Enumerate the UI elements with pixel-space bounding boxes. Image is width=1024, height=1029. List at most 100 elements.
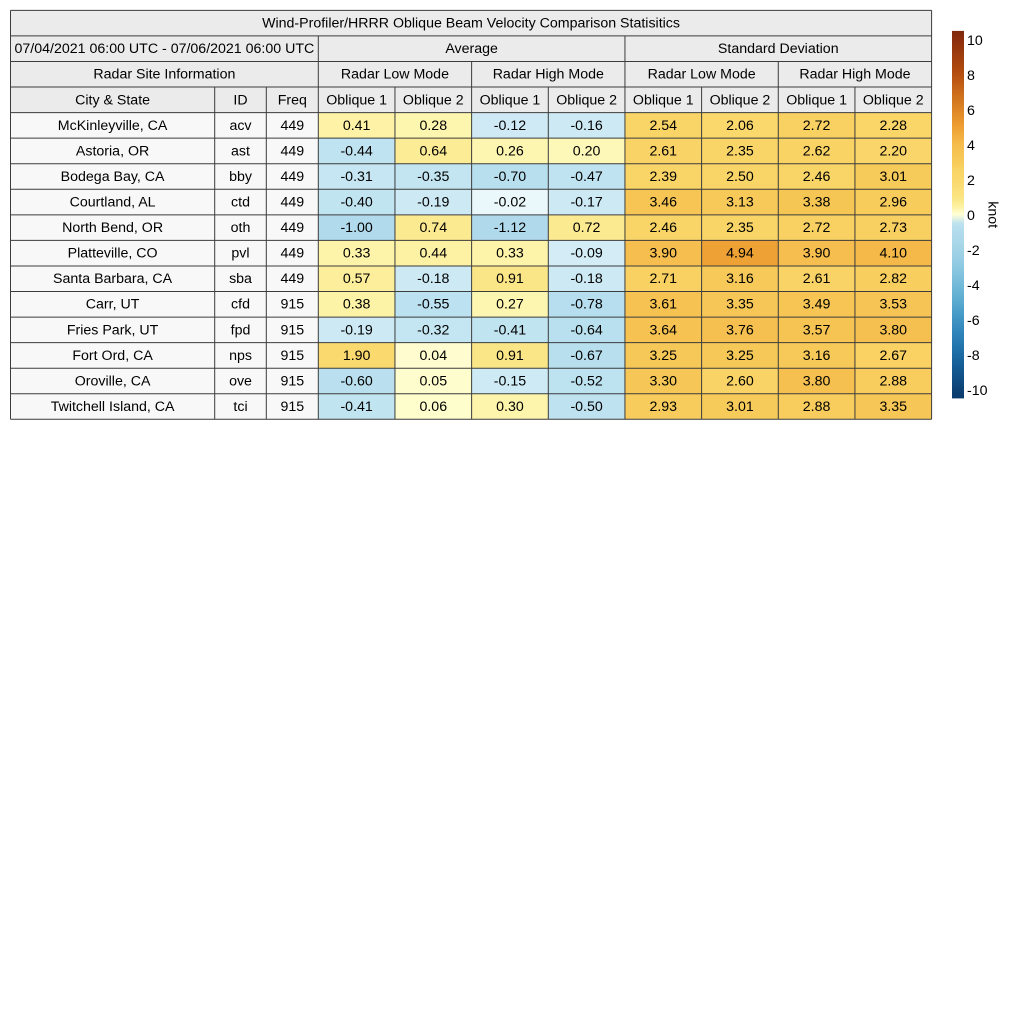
svg-text:3.80: 3.80: [879, 322, 907, 338]
svg-text:8: 8: [967, 68, 975, 84]
svg-text:3.01: 3.01: [726, 399, 754, 415]
svg-text:Wind-Profiler/HRRR Oblique Bea: Wind-Profiler/HRRR Oblique Beam Velocity…: [262, 16, 680, 32]
svg-text:3.46: 3.46: [649, 195, 677, 211]
svg-text:-0.41: -0.41: [494, 322, 526, 338]
svg-text:-0.40: -0.40: [340, 195, 372, 211]
svg-text:sba: sba: [229, 271, 252, 287]
svg-text:-0.67: -0.67: [570, 348, 602, 364]
svg-text:Radar Low Mode: Radar Low Mode: [341, 67, 449, 83]
svg-text:-0.12: -0.12: [494, 118, 526, 134]
svg-text:Santa Barbara, CA: Santa Barbara, CA: [53, 271, 173, 287]
svg-text:ctd: ctd: [231, 195, 250, 211]
svg-text:0.57: 0.57: [343, 271, 371, 287]
svg-text:3.64: 3.64: [649, 322, 677, 338]
svg-text:ID: ID: [233, 92, 247, 108]
svg-text:3.25: 3.25: [726, 348, 754, 364]
svg-text:2.54: 2.54: [649, 118, 677, 134]
svg-text:2.62: 2.62: [803, 143, 831, 159]
svg-text:3.57: 3.57: [803, 322, 831, 338]
svg-text:-0.17: -0.17: [570, 195, 602, 211]
svg-text:2.20: 2.20: [879, 143, 907, 159]
svg-text:0.91: 0.91: [496, 271, 524, 287]
svg-text:-2: -2: [967, 243, 980, 259]
svg-text:3.01: 3.01: [879, 169, 907, 185]
svg-text:915: 915: [280, 399, 304, 415]
svg-text:-0.70: -0.70: [494, 169, 526, 185]
svg-text:Oblique 2: Oblique 2: [863, 92, 924, 108]
svg-text:2.93: 2.93: [649, 399, 677, 415]
svg-text:-0.32: -0.32: [417, 322, 449, 338]
svg-text:-0.18: -0.18: [570, 271, 602, 287]
svg-text:449: 449: [280, 220, 304, 236]
svg-text:2.88: 2.88: [803, 399, 831, 415]
svg-text:2.50: 2.50: [726, 169, 754, 185]
svg-text:2.61: 2.61: [803, 271, 831, 287]
svg-text:Twitchell Island, CA: Twitchell Island, CA: [51, 399, 175, 415]
svg-text:3.16: 3.16: [726, 271, 754, 287]
svg-text:-4: -4: [967, 278, 980, 294]
svg-text:4.10: 4.10: [879, 246, 907, 262]
svg-text:3.90: 3.90: [803, 246, 831, 262]
svg-text:Oblique 2: Oblique 2: [556, 92, 617, 108]
svg-text:-0.60: -0.60: [340, 373, 372, 389]
svg-text:0.74: 0.74: [419, 220, 447, 236]
svg-text:Standard Deviation: Standard Deviation: [718, 41, 839, 57]
svg-text:bby: bby: [229, 169, 253, 185]
svg-text:4: 4: [967, 138, 975, 154]
svg-text:2.46: 2.46: [649, 220, 677, 236]
svg-text:Radar High Mode: Radar High Mode: [493, 67, 604, 83]
svg-text:0.06: 0.06: [419, 399, 447, 415]
svg-text:Bodega Bay, CA: Bodega Bay, CA: [61, 169, 165, 185]
svg-text:Oblique 1: Oblique 1: [633, 92, 694, 108]
svg-text:-0.18: -0.18: [417, 271, 449, 287]
svg-text:915: 915: [280, 322, 304, 338]
svg-text:Oblique 2: Oblique 2: [710, 92, 771, 108]
svg-text:3.25: 3.25: [649, 348, 677, 364]
svg-text:-10: -10: [967, 383, 988, 399]
svg-text:2.72: 2.72: [803, 118, 831, 134]
svg-text:Radar High Mode: Radar High Mode: [799, 67, 910, 83]
svg-text:-0.31: -0.31: [340, 169, 372, 185]
svg-text:Carr, UT: Carr, UT: [86, 297, 140, 313]
svg-text:pvl: pvl: [231, 246, 249, 262]
svg-text:0.33: 0.33: [496, 246, 524, 262]
svg-text:fpd: fpd: [231, 322, 251, 338]
svg-text:Platteville, CO: Platteville, CO: [68, 246, 158, 262]
svg-text:3.16: 3.16: [803, 348, 831, 364]
svg-text:2.46: 2.46: [803, 169, 831, 185]
svg-text:2.06: 2.06: [726, 118, 754, 134]
svg-text:2.71: 2.71: [649, 271, 677, 287]
svg-text:Radar Low Mode: Radar Low Mode: [648, 67, 756, 83]
svg-text:449: 449: [280, 195, 304, 211]
svg-text:-0.41: -0.41: [340, 399, 372, 415]
svg-text:4.94: 4.94: [726, 246, 754, 262]
svg-text:449: 449: [280, 169, 304, 185]
svg-text:0.20: 0.20: [573, 143, 601, 159]
svg-text:449: 449: [280, 246, 304, 262]
svg-text:North Bend, OR: North Bend, OR: [62, 220, 163, 236]
svg-text:Oblique 1: Oblique 1: [786, 92, 847, 108]
svg-text:Oroville, CA: Oroville, CA: [75, 373, 151, 389]
svg-text:-0.16: -0.16: [570, 118, 602, 134]
svg-text:0.64: 0.64: [419, 143, 447, 159]
svg-text:449: 449: [280, 143, 304, 159]
svg-text:-0.02: -0.02: [494, 195, 526, 211]
svg-text:nps: nps: [229, 348, 252, 364]
svg-text:-0.19: -0.19: [340, 322, 372, 338]
svg-text:0.41: 0.41: [343, 118, 371, 134]
svg-text:0.91: 0.91: [496, 348, 524, 364]
svg-text:3.90: 3.90: [649, 246, 677, 262]
svg-text:-0.78: -0.78: [570, 297, 602, 313]
svg-text:0.26: 0.26: [496, 143, 524, 159]
svg-text:2.61: 2.61: [649, 143, 677, 159]
svg-text:-1.12: -1.12: [494, 220, 526, 236]
svg-text:2.67: 2.67: [879, 348, 907, 364]
svg-text:-0.50: -0.50: [570, 399, 602, 415]
svg-text:-1.00: -1.00: [340, 220, 372, 236]
svg-text:-6: -6: [967, 313, 980, 329]
svg-text:Fries Park, UT: Fries Park, UT: [67, 322, 159, 338]
svg-text:cfd: cfd: [231, 297, 250, 313]
svg-text:915: 915: [280, 297, 304, 313]
svg-text:0.05: 0.05: [419, 373, 447, 389]
svg-text:-0.52: -0.52: [570, 373, 602, 389]
